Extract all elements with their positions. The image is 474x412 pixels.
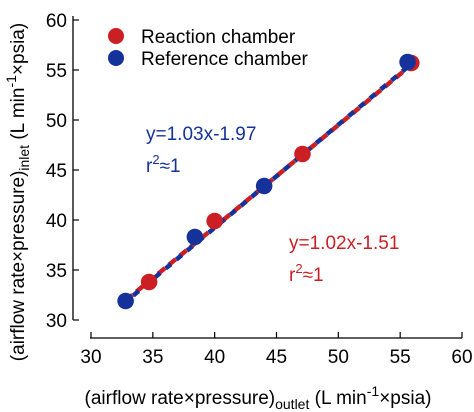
x-tick-label-50: 50: [328, 347, 349, 368]
point-reaction-chamber-1: [206, 212, 223, 230]
y-tick-label-30: 30: [46, 311, 67, 332]
legend-label-reaction-chamber: Reaction chamber: [141, 27, 296, 48]
y-label-unit-close: psia): [8, 23, 29, 64]
x-label-subscript: outlet: [275, 396, 309, 412]
annotation-reference-equation: y=1.03x-1.97: [146, 124, 256, 145]
x-tick-label-40: 40: [204, 347, 225, 368]
x-tick-label-60: 60: [451, 347, 472, 368]
x-label-mid: pressure): [195, 388, 275, 409]
data-points: [117, 53, 420, 310]
annotation-reaction-equation: y=1.02x-1.51: [289, 233, 399, 254]
legend-marker-reaction-chamber: [108, 28, 124, 44]
y-label-superscript: -1: [3, 75, 19, 88]
x-axis-ticks: 30 35 40 45 50 55 60: [80, 332, 473, 368]
y-label-times-1: ×: [8, 251, 29, 262]
r-superscript: 2: [152, 152, 159, 167]
r-approx-value: ≈1: [303, 265, 324, 286]
y-tick-label-55: 55: [46, 61, 67, 82]
r-symbol: r: [146, 156, 153, 177]
y-label-subscript: inlet: [16, 145, 32, 171]
y-axis-label: (airflow rate×pressure)inlet (L min-1×ps…: [3, 23, 32, 361]
x-label-unit-open: (L min: [309, 388, 366, 409]
point-reaction-chamber-0: [140, 273, 158, 291]
legend: Reaction chamber Reference chamber: [108, 27, 309, 70]
annotation-reference-r-squared: r2≈1: [146, 152, 181, 177]
point-reference-chamber-0: [117, 292, 134, 310]
point-reference-chamber-2: [255, 177, 273, 195]
y-label-times-2: ×: [8, 64, 29, 75]
x-label-times-2: ×: [379, 388, 390, 409]
x-label-unit-close: psia): [390, 388, 431, 409]
y-tick-label-50: 50: [46, 111, 67, 132]
x-tick-label-55: 55: [390, 347, 411, 368]
x-tick-label-45: 45: [266, 347, 287, 368]
y-tick-label-35: 35: [46, 261, 67, 282]
annotation-reaction-r-squared: r2≈1: [289, 261, 324, 286]
x-axis-label: (airflow rate×pressure)outlet (L min-1×p…: [85, 383, 432, 412]
point-reference-chamber-1: [186, 228, 204, 246]
x-label-prefix: (airflow rate: [85, 388, 184, 409]
r-approx-value: ≈1: [160, 156, 181, 177]
legend-marker-reference-chamber: [108, 50, 124, 66]
y-tick-label-60: 60: [46, 11, 67, 32]
x-tick-label-30: 30: [80, 347, 101, 368]
y-label-prefix: (airflow rate: [8, 262, 29, 361]
legend-label-reference-chamber: Reference chamber: [141, 49, 309, 70]
r-superscript: 2: [295, 261, 302, 276]
x-label-times-1: ×: [184, 388, 195, 409]
y-label-unit-open: (L min: [8, 88, 29, 145]
y-tick-label-45: 45: [46, 161, 67, 182]
x-tick-label-35: 35: [142, 347, 163, 368]
y-label-mid: pressure): [8, 171, 29, 251]
x-label-superscript: -1: [367, 383, 380, 399]
y-tick-label-40: 40: [46, 211, 67, 232]
point-reference-chamber-3: [399, 53, 416, 71]
r-symbol: r: [289, 265, 296, 286]
point-reaction-chamber-2: [294, 145, 311, 163]
y-axis-ticks: 30 35 40 45 50 55 60: [46, 11, 79, 332]
